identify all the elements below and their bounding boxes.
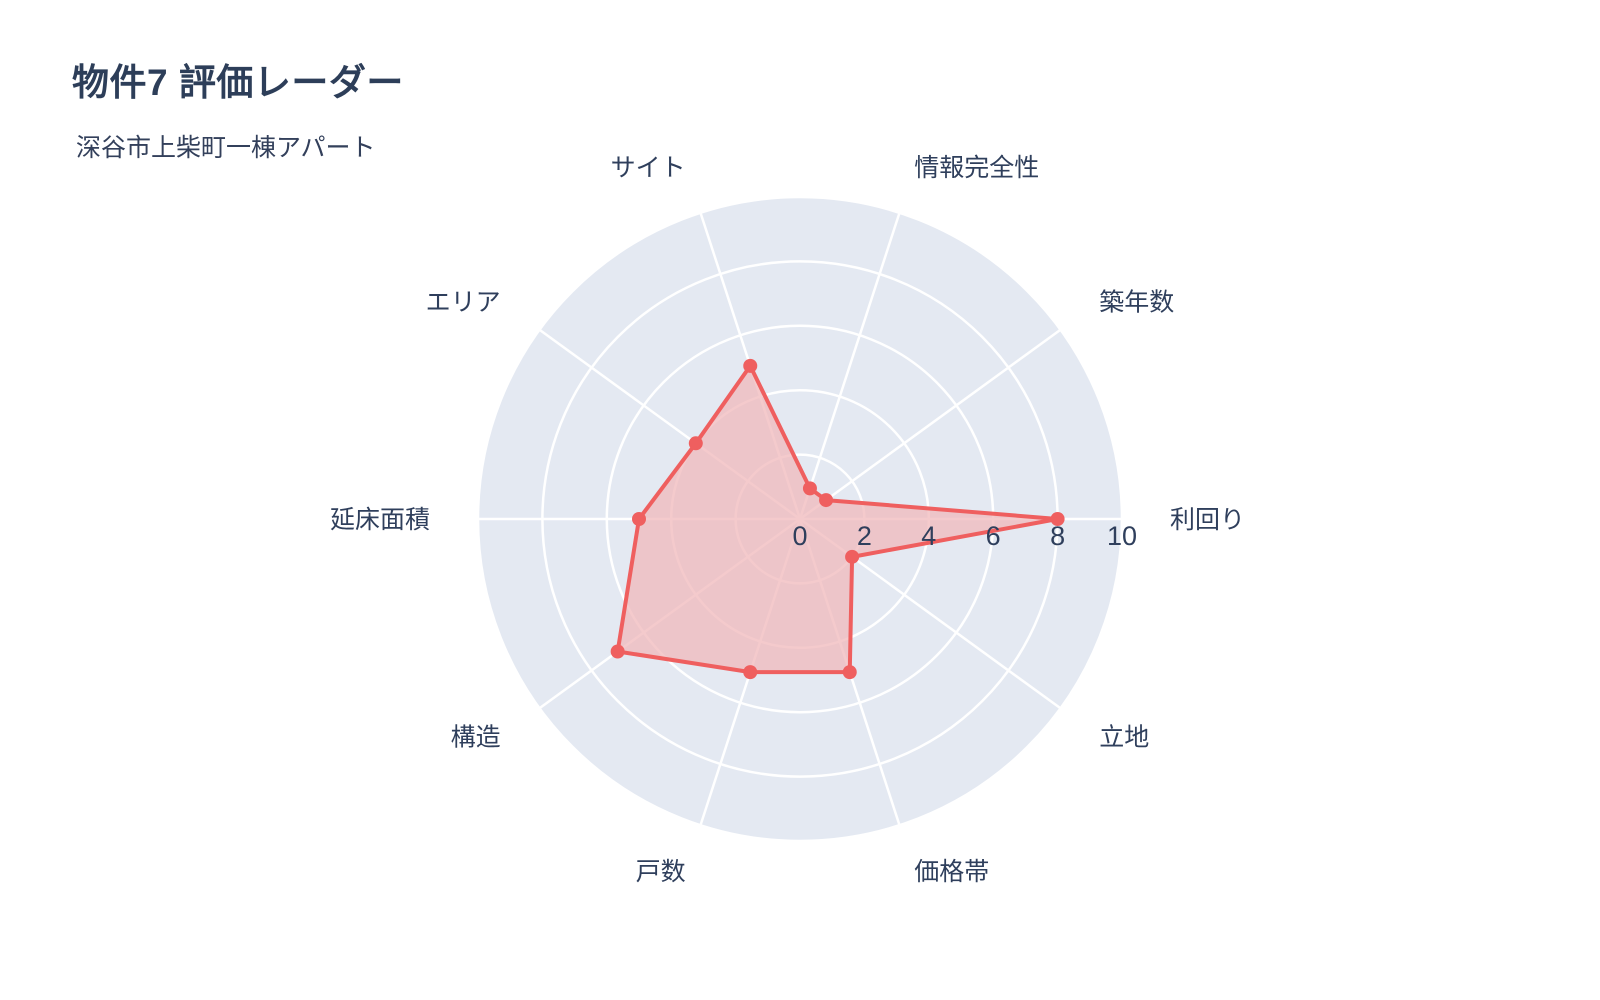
radar-data-point-0[interactable]: [1050, 512, 1065, 526]
radar-data-point-1[interactable]: [819, 493, 834, 508]
page-title: 物件7 評価レーダー: [72, 62, 404, 103]
page-subtitle: 深谷市上柴町一棟アパート: [76, 134, 376, 162]
radar-axis-label-8: 価格帯: [914, 858, 989, 886]
radar-axis-label-6: 構造: [451, 724, 501, 752]
radar-data-point-4[interactable]: [688, 436, 703, 451]
radar-series-fill: [617, 365, 1058, 673]
radar-data-point-8[interactable]: [842, 665, 857, 680]
radar-axis-label-7: 戸数: [636, 858, 686, 886]
radar-axis-label-2: 情報完全性: [914, 154, 1039, 182]
radar-axis-label-9: 立地: [1099, 724, 1149, 752]
radar-axis-label-4: エリア: [426, 289, 501, 317]
radial-tick-label-6: 6: [986, 521, 1001, 551]
radial-tick-label-8: 8: [1050, 521, 1065, 551]
radar-data-point-7[interactable]: [743, 665, 758, 680]
radar-axis-label-5: 延床面積: [330, 506, 430, 534]
radar-axis-label-0: 利回り: [1170, 506, 1245, 534]
radar-axis-label-3: サイト: [611, 154, 686, 182]
radar-axis-spoke: [799, 328, 1062, 521]
radar-data-point-3[interactable]: [743, 358, 758, 373]
radar-axis-label-1: 築年数: [1099, 289, 1174, 317]
radar-data-point-5[interactable]: [632, 512, 646, 526]
radial-tick-label-10: 10: [1107, 521, 1137, 551]
radial-tick-label-4: 4: [921, 521, 936, 551]
radar-data-point-9[interactable]: [845, 549, 860, 564]
radial-tick-label-2: 2: [857, 521, 872, 551]
radial-tick-label-0: 0: [792, 521, 807, 551]
radar-data-point-2[interactable]: [802, 481, 817, 496]
radar-axis-spoke: [798, 212, 901, 520]
radar-data-point-6[interactable]: [610, 644, 625, 659]
